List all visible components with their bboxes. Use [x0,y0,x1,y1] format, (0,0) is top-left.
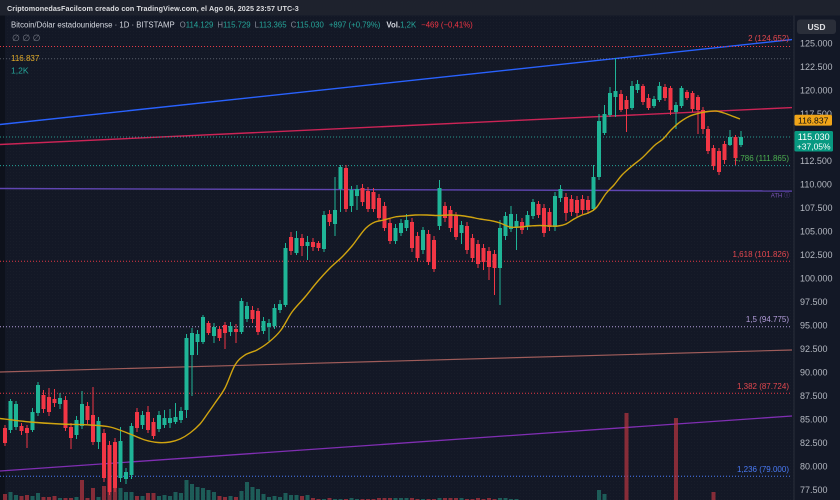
svg-text:1,786 (111.865): 1,786 (111.865) [734,154,790,163]
svg-text:77.500: 77.500 [800,485,828,495]
svg-text:92.500: 92.500 [800,344,828,354]
svg-text:116.837: 116.837 [11,54,40,63]
svg-text:1,5 (94.775): 1,5 (94.775) [746,315,789,324]
svg-text:112.500: 112.500 [800,156,832,166]
svg-text:2 (124.652): 2 (124.652) [748,34,789,43]
svg-text:Bitcoin/Dólar estadounidense ·: Bitcoin/Dólar estadounidense · 1D · BITS… [11,21,473,30]
svg-text:+37,05%: +37,05% [797,142,831,152]
svg-text:122.500: 122.500 [800,62,833,72]
svg-text:120.000: 120.000 [800,86,833,96]
svg-text:110.000: 110.000 [800,180,832,190]
svg-text:90.000: 90.000 [800,368,828,378]
svg-text:USD: USD [808,22,826,32]
svg-text:∅ ∅ ∅: ∅ ∅ ∅ [12,33,41,43]
svg-text:1,236 (79.000): 1,236 (79.000) [737,465,789,474]
svg-text:115.030: 115.030 [798,132,830,142]
svg-text:1,2K: 1,2K [11,66,29,76]
svg-text:1,382 (87.724): 1,382 (87.724) [737,382,789,391]
svg-text:102.500: 102.500 [800,250,833,260]
svg-text:80.000: 80.000 [800,462,828,472]
svg-text:CriptomonedasFacilcom creado c: CriptomonedasFacilcom creado con Trading… [7,4,299,13]
svg-text:97.500: 97.500 [800,297,828,307]
svg-text:125.000: 125.000 [800,39,833,49]
svg-text:100.000: 100.000 [800,274,833,284]
svg-text:85.000: 85.000 [800,415,828,425]
svg-text:117.500: 117.500 [800,109,832,119]
svg-text:107.500: 107.500 [800,203,833,213]
svg-text:116.837: 116.837 [798,115,829,125]
svg-text:87.500: 87.500 [800,391,828,401]
svg-text:95.000: 95.000 [800,321,828,331]
svg-text:1,618 (101.826): 1,618 (101.826) [733,250,790,259]
svg-text:82.500: 82.500 [800,438,828,448]
svg-text:ATH ⓘ: ATH ⓘ [771,192,790,200]
svg-text:105.000: 105.000 [800,227,833,237]
